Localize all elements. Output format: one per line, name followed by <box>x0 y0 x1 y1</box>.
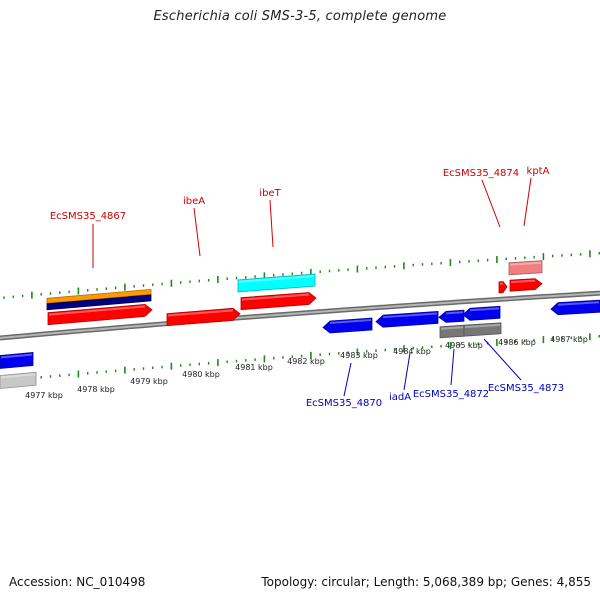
feature-track <box>0 260 600 389</box>
forward-gene-arrow[interactable] <box>509 278 543 292</box>
feature-highlight <box>238 275 315 283</box>
scale-label: 4981 kbp <box>235 363 273 372</box>
gene-label[interactable]: ibeA <box>183 196 205 207</box>
feature-highlight <box>509 261 542 266</box>
outer-tick-track <box>3 250 600 299</box>
label-connector <box>481 179 501 228</box>
feature-highlight <box>329 319 372 324</box>
scale-label: 4985 kbp <box>445 341 483 350</box>
label-connector <box>403 352 411 391</box>
label-connector <box>269 199 274 248</box>
gene-label[interactable]: kptA <box>527 166 550 177</box>
feature-block[interactable] <box>46 294 152 311</box>
feature-highlight <box>0 353 33 359</box>
gene-label[interactable]: EcSMS35_4874 <box>443 168 519 179</box>
label-connectors <box>92 177 532 397</box>
genome-summary-text: Topology: circular; Length: 5,068,389 bp… <box>261 575 591 589</box>
reverse-gene-arrow[interactable] <box>550 299 600 316</box>
label-connector <box>483 338 522 381</box>
gene-label[interactable]: EcSMS35_4873 <box>488 383 564 394</box>
feature-block[interactable] <box>508 260 543 276</box>
label-connector <box>523 177 532 227</box>
feature-block[interactable] <box>463 322 502 337</box>
scale-label: 4978 kbp <box>77 385 115 394</box>
label-connector <box>193 207 201 257</box>
feature-highlight <box>382 312 438 319</box>
forward-gene-arrow[interactable] <box>166 307 241 327</box>
genome-backbone <box>0 290 600 341</box>
forward-gene-arrow[interactable] <box>47 303 153 326</box>
feature-highlight <box>557 301 600 306</box>
feature-block[interactable] <box>0 352 34 369</box>
feature-highlight <box>48 305 146 316</box>
feature-highlight <box>464 323 501 329</box>
feature-highlight <box>241 293 310 301</box>
scale-label: 4984 kbp <box>393 347 431 356</box>
label-connector <box>343 362 352 397</box>
scale-label: 4979 kbp <box>130 377 168 386</box>
gene-label[interactable]: EcSMS35_4872 <box>413 389 489 400</box>
reverse-gene-arrow[interactable] <box>375 310 439 328</box>
feature-highlight <box>167 309 234 317</box>
forward-gene-arrow[interactable] <box>240 292 317 311</box>
scale-label: 4986 kbp <box>498 338 536 347</box>
reverse-gene-arrow[interactable] <box>462 305 501 321</box>
feature-highlight <box>510 279 536 284</box>
scale-label: 4983 kbp <box>340 351 378 360</box>
gene-label[interactable]: EcSMS35_4867 <box>50 211 126 222</box>
feature-block[interactable] <box>0 371 37 389</box>
gene-labels: EcSMS35_4867 ibeA ibeT EcSMS35_4874 kptA EcSM… <box>50 166 564 409</box>
forward-gene-arrow[interactable] <box>498 281 508 294</box>
accession-text: Accession: NC_010498 <box>9 575 146 589</box>
scale-label: 4982 kbp <box>287 357 325 366</box>
scale-label: 4980 kbp <box>182 370 220 379</box>
backbone-highlight <box>0 292 600 339</box>
feature-block[interactable] <box>46 288 152 304</box>
gene-label[interactable]: iadA <box>389 392 411 403</box>
genome-title: Escherichia coli SMS-3-5, complete genom… <box>153 9 447 24</box>
feature-highlight <box>440 326 464 330</box>
scale-label: 4977 kbp <box>25 391 63 400</box>
gene-label[interactable]: ibeT <box>259 188 281 199</box>
feature-highlight <box>0 373 36 379</box>
scale-labels: 4977 kbp 4978 kbp 4979 kbp 4980 kbp 4981 kbp… <box>25 335 588 400</box>
label-connector <box>450 348 455 386</box>
scale-label: 4987 kbp <box>550 335 588 344</box>
gene-label[interactable]: EcSMS35_4870 <box>306 398 382 409</box>
feature-highlight <box>469 307 500 312</box>
reverse-gene-arrow[interactable] <box>322 317 373 334</box>
feature-block[interactable] <box>237 273 316 293</box>
feature-highlight <box>445 311 464 315</box>
